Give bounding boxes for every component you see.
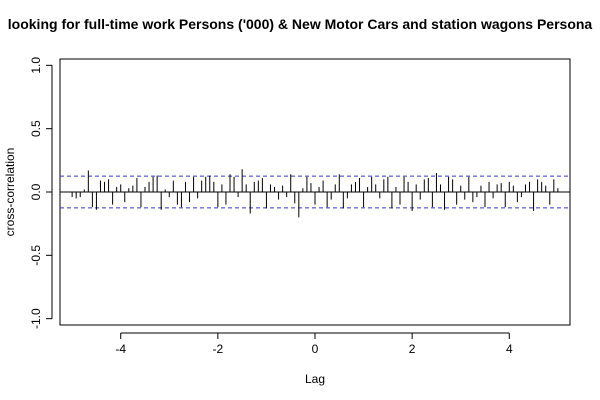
chart-title: looking for full-time work Persons ('000…: [8, 16, 593, 32]
x-tick-label: -4: [115, 342, 126, 356]
y-tick-label: -1.0: [29, 308, 43, 329]
y-tick-label: 1.0: [29, 57, 43, 74]
x-tick-label: -2: [213, 342, 224, 356]
y-tick-label: 0.5: [29, 120, 43, 137]
y-axis-label: cross-correlation: [3, 148, 17, 237]
y-tick-label: 0.0: [29, 183, 43, 200]
x-axis-label: Lag: [305, 372, 325, 386]
confidence-bounds: [60, 175, 570, 209]
x-tick-label: 0: [312, 342, 319, 356]
x-tick-label: 2: [409, 342, 416, 356]
correlation-bars: [71, 169, 559, 218]
y-tick-label: -0.5: [29, 245, 43, 266]
y-axis: -1.0 -0.5 0.0 0.5 1.0: [29, 57, 53, 329]
x-tick-label: 4: [506, 342, 513, 356]
x-axis: -4 -2 0 2 4: [115, 332, 513, 356]
